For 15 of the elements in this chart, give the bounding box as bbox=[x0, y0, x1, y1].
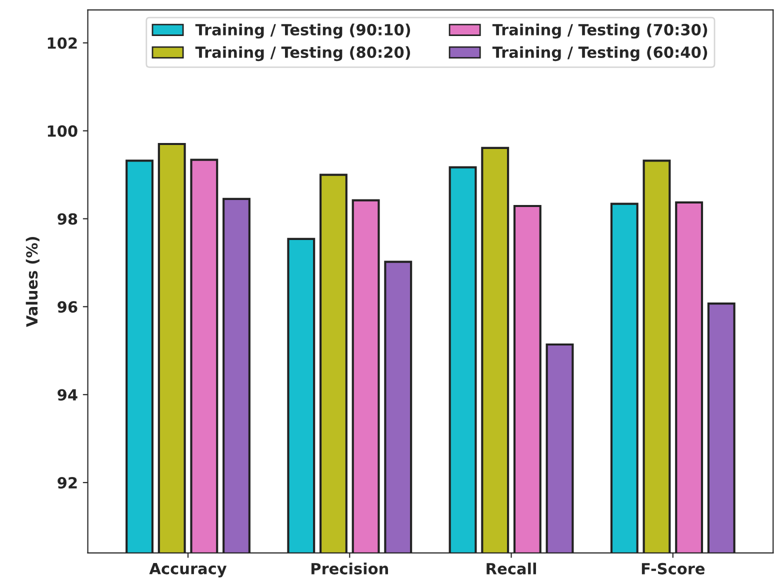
x-tick-label: Accuracy bbox=[149, 562, 227, 578]
legend-label: Training / Testing (90:10) bbox=[195, 24, 410, 39]
y-tick-label: 94 bbox=[58, 389, 78, 401]
y-tick-label: 96 bbox=[58, 301, 78, 313]
x-tick-label: Recall bbox=[486, 562, 536, 574]
legend-label: Training / Testing (70:30) bbox=[492, 24, 708, 39]
legend-label: Training / Testing (60:40) bbox=[492, 46, 708, 62]
x-tick-label: Precision bbox=[312, 562, 388, 574]
y-axis-title: Values (%) bbox=[26, 236, 40, 328]
y-tick-label: 98 bbox=[58, 213, 78, 225]
legend-label: Training / Testing (80:20) bbox=[195, 46, 410, 62]
y-tick-label: 102 bbox=[48, 37, 77, 49]
y-tick-label: 100 bbox=[48, 125, 78, 137]
x-tick-label: F-Score bbox=[642, 562, 705, 574]
y-tick-label: 92 bbox=[58, 477, 77, 489]
